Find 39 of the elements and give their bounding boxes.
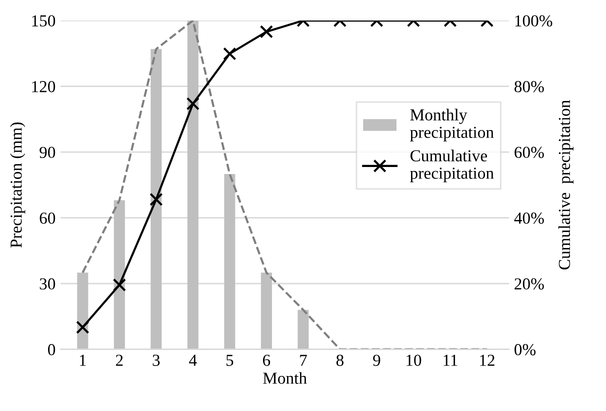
x-tick-label: 10 bbox=[406, 354, 422, 366]
y2-tick-label: 60% bbox=[514, 146, 544, 158]
y-tick-label: 60 bbox=[40, 212, 56, 224]
bar bbox=[224, 174, 236, 350]
legend-label: Cumulative precipitation bbox=[410, 150, 494, 182]
y2-tick-label: 20% bbox=[514, 278, 544, 290]
y-tick-label: 120 bbox=[32, 81, 56, 92]
x-tick-label: 5 bbox=[226, 354, 234, 366]
x-tick-label: 3 bbox=[152, 354, 160, 366]
x-tick-label: 4 bbox=[189, 354, 197, 366]
point bbox=[112, 278, 126, 292]
y2-tick-label: 0% bbox=[514, 344, 536, 356]
x-tick-label: 11 bbox=[444, 354, 458, 366]
y2-tick-label: 80% bbox=[514, 81, 544, 92]
x-tick-label: 2 bbox=[116, 354, 123, 366]
y-axis-title: Precipitation (mm) bbox=[10, 122, 26, 248]
x-tick-label: 9 bbox=[373, 354, 380, 366]
x-tick-label: 7 bbox=[300, 354, 307, 366]
bar bbox=[114, 200, 125, 350]
y-tick-label: 90 bbox=[40, 146, 56, 158]
y2-tick-label: 100% bbox=[515, 15, 552, 27]
x-tick-label: 1 bbox=[80, 354, 86, 366]
bar bbox=[187, 20, 198, 350]
y-tick-label: 150 bbox=[32, 15, 56, 26]
y-tick-label: 30 bbox=[40, 278, 56, 290]
bar bbox=[298, 310, 309, 350]
y2-tick-label: 40% bbox=[514, 212, 544, 224]
x-tick-label: 8 bbox=[336, 354, 344, 366]
bar bbox=[150, 49, 162, 350]
legend-label: Monthly precipitation bbox=[410, 108, 494, 142]
bar bbox=[77, 272, 88, 350]
y-tick-label: 0 bbox=[48, 344, 56, 356]
x-tick-label: 6 bbox=[262, 354, 270, 366]
point bbox=[76, 320, 90, 334]
x-axis-title: Month bbox=[263, 372, 307, 384]
bar bbox=[260, 272, 272, 350]
x-tick-label: 12 bbox=[480, 354, 494, 366]
y2-axis-title: Cumulative precipitation bbox=[558, 100, 574, 270]
point bbox=[150, 192, 163, 206]
